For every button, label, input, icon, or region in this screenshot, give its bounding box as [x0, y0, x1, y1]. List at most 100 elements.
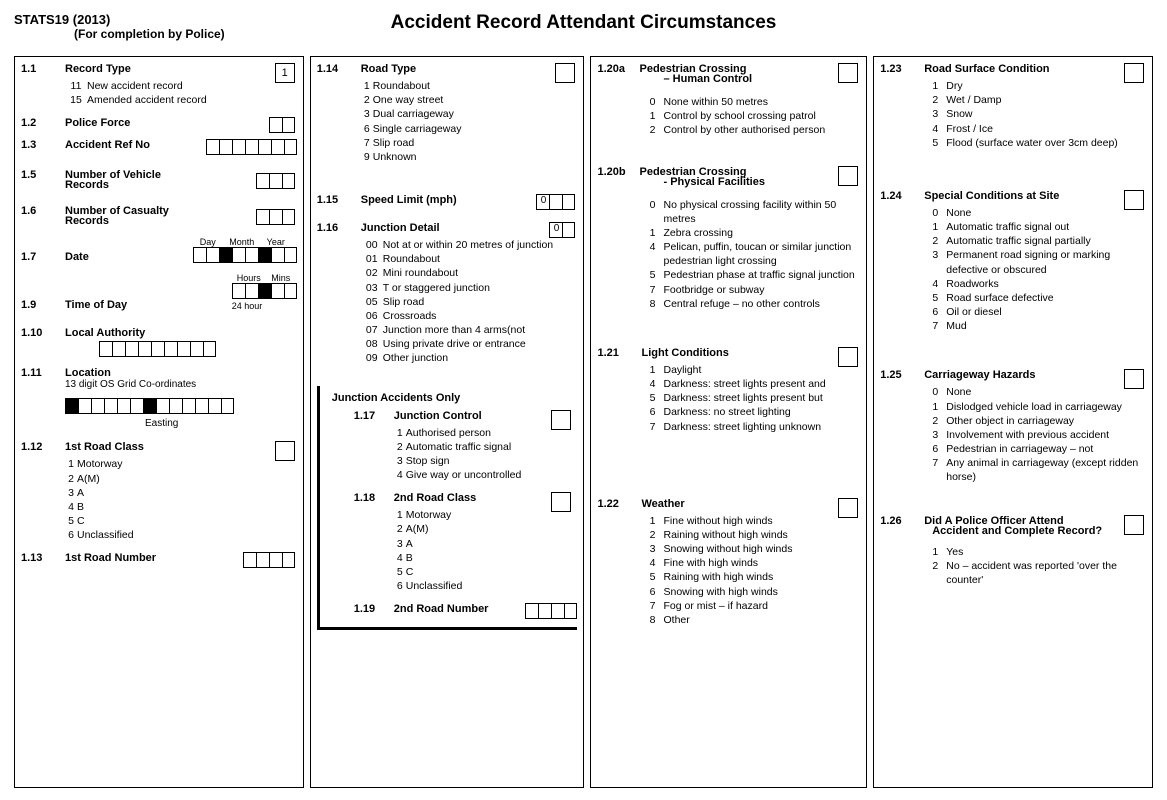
option: 3Stop sign: [394, 454, 578, 468]
option: 2A(M): [65, 472, 297, 486]
section-1-11: 1.11 Location 13 digit OS Grid Co-ordina…: [21, 367, 297, 429]
option: 2Other object in carriageway: [924, 414, 1146, 428]
option: 1Automatic traffic signal out: [924, 220, 1146, 234]
option: 7Mud: [924, 319, 1146, 333]
section-num: 1.6: [21, 205, 65, 217]
section-1-20b: 1.20b Pedestrian Crossing - Physical Fac…: [597, 166, 860, 311]
options: 0No physical crossing facility within 50…: [641, 198, 860, 311]
section-num: 1.15: [317, 194, 361, 206]
section-title: Police Force: [65, 117, 297, 129]
section-title: Local Authority: [65, 327, 297, 339]
input-special-cond[interactable]: [1124, 190, 1144, 210]
section-1-2: 1.2 Police Force: [21, 117, 297, 129]
option: 5Road surface defective: [924, 291, 1146, 305]
section-num: 1.17: [354, 410, 394, 422]
input-local-authority[interactable]: [99, 341, 216, 357]
input-vehicle-records[interactable]: [256, 173, 295, 189]
option: 4B: [65, 500, 297, 514]
input-time[interactable]: [232, 283, 297, 299]
option: 4B: [394, 551, 578, 565]
options: 1Yes2No – accident was reported 'over th…: [924, 545, 1146, 588]
section-1-24: 1.24 Special Conditions at Site 0None1Au…: [880, 190, 1146, 334]
input-2nd-road-number[interactable]: [525, 603, 577, 619]
section-num: 1.14: [317, 63, 361, 75]
section-1-10: 1.10 Local Authority: [21, 327, 297, 357]
column-4: 1.23 Road Surface Condition 1Dry2Wet / D…: [873, 56, 1153, 788]
input-record-type[interactable]: 1: [275, 63, 295, 83]
option: 2Automatic traffic signal partially: [924, 234, 1146, 248]
input-ped-human[interactable]: [838, 63, 858, 83]
option: 5Pedestrian phase at traffic signal junc…: [641, 268, 860, 282]
input-grid-ref[interactable]: [65, 398, 234, 414]
date-labels: Day Month Year: [193, 237, 297, 247]
section-1-19: 1.19 2nd Road Number: [354, 603, 578, 619]
option: 2A(M): [394, 522, 578, 536]
section-title: Accident Ref No: [65, 139, 200, 151]
options: 1Roundabout2One way street3Dual carriage…: [361, 79, 578, 164]
section-num: 1.2: [21, 117, 65, 129]
input-police-force[interactable]: [269, 117, 295, 133]
section-1-25: 1.25 Carriageway Hazards 0None1Dislodged…: [880, 369, 1146, 484]
section-num: 1.24: [880, 190, 924, 202]
option: 4Pelican, puffin, toucan or similar junc…: [641, 240, 860, 268]
input-casualty-records[interactable]: [256, 209, 295, 225]
input-date[interactable]: [193, 247, 297, 263]
option: 05Slip road: [361, 295, 578, 309]
input-surface[interactable]: [1124, 63, 1144, 83]
option: 1Authorised person: [394, 426, 578, 440]
section-title: Time of Day: [65, 287, 232, 311]
option: 09Other junction: [361, 351, 578, 365]
input-road-type[interactable]: [555, 63, 575, 83]
section-title: Record Type: [65, 63, 297, 75]
option: 7Footbridge or subway: [641, 283, 860, 297]
options: 00Not at or within 20 metres of junction…: [361, 238, 578, 366]
input-1st-road-number[interactable]: [243, 552, 295, 568]
time-labels: Hours Mins: [232, 273, 297, 283]
column-1: 1.1 Record Type 1 11New accident record1…: [14, 56, 304, 788]
option: 6Darkness: no street lighting: [641, 405, 860, 419]
section-num: 1.7: [21, 251, 65, 263]
input-speed-limit[interactable]: 0: [536, 194, 575, 210]
option: 8Other: [641, 613, 860, 627]
section-1-3: 1.3 Accident Ref No: [21, 139, 297, 155]
option: 2One way street: [361, 93, 578, 107]
input-accident-ref[interactable]: [206, 139, 297, 155]
option: 7Any animal in carriageway (except ridde…: [924, 456, 1146, 484]
section-num: 1.11: [21, 367, 65, 379]
option: 0None: [924, 385, 1146, 399]
input-hazards[interactable]: [1124, 369, 1144, 389]
option: 03T or staggered junction: [361, 281, 578, 295]
options: 1Motorway2A(M)3A4B5C6Unclassified: [394, 508, 578, 593]
option: 2No – accident was reported 'over the co…: [924, 559, 1146, 587]
ja-title: Junction Accidents Only: [332, 392, 578, 404]
options: 1Daylight4Darkness: street lights presen…: [641, 363, 860, 434]
option: 4Darkness: street lights present and: [641, 377, 860, 391]
input-police-attend[interactable]: [1124, 515, 1144, 535]
option: 08Using private drive or entrance: [361, 337, 578, 351]
option: 5Darkness: street lights present but: [641, 391, 860, 405]
section-num: 1.22: [597, 498, 641, 510]
section-title: Junction Control: [394, 410, 578, 422]
section-num: 1.1: [21, 63, 65, 75]
input-1st-road-class[interactable]: [275, 441, 295, 461]
option: 3Involvement with previous accident: [924, 428, 1146, 442]
input-junction-control[interactable]: [551, 410, 571, 430]
section-1-1: 1.1 Record Type 1 11New accident record1…: [21, 63, 297, 107]
section-title: Special Conditions at Site: [924, 190, 1146, 202]
input-ped-physical[interactable]: [838, 166, 858, 186]
option: 6Single carriageway: [361, 122, 578, 136]
section-title: Light Conditions: [641, 347, 860, 359]
option: 1Fine without high winds: [641, 514, 860, 528]
input-weather[interactable]: [838, 498, 858, 518]
input-2nd-road-class[interactable]: [551, 492, 571, 512]
option: 6Unclassified: [65, 528, 297, 542]
form-title: Accident Record Attendant Circumstances: [391, 12, 777, 34]
input-light[interactable]: [838, 347, 858, 367]
option: 6Unclassified: [394, 579, 578, 593]
section-1-13: 1.13 1st Road Number: [21, 552, 297, 564]
option: 06Crossroads: [361, 309, 578, 323]
option: 1Motorway: [65, 457, 297, 471]
input-junction-detail[interactable]: 0: [549, 222, 575, 238]
section-title: Weather: [641, 498, 860, 510]
section-num: 1.13: [21, 552, 65, 564]
